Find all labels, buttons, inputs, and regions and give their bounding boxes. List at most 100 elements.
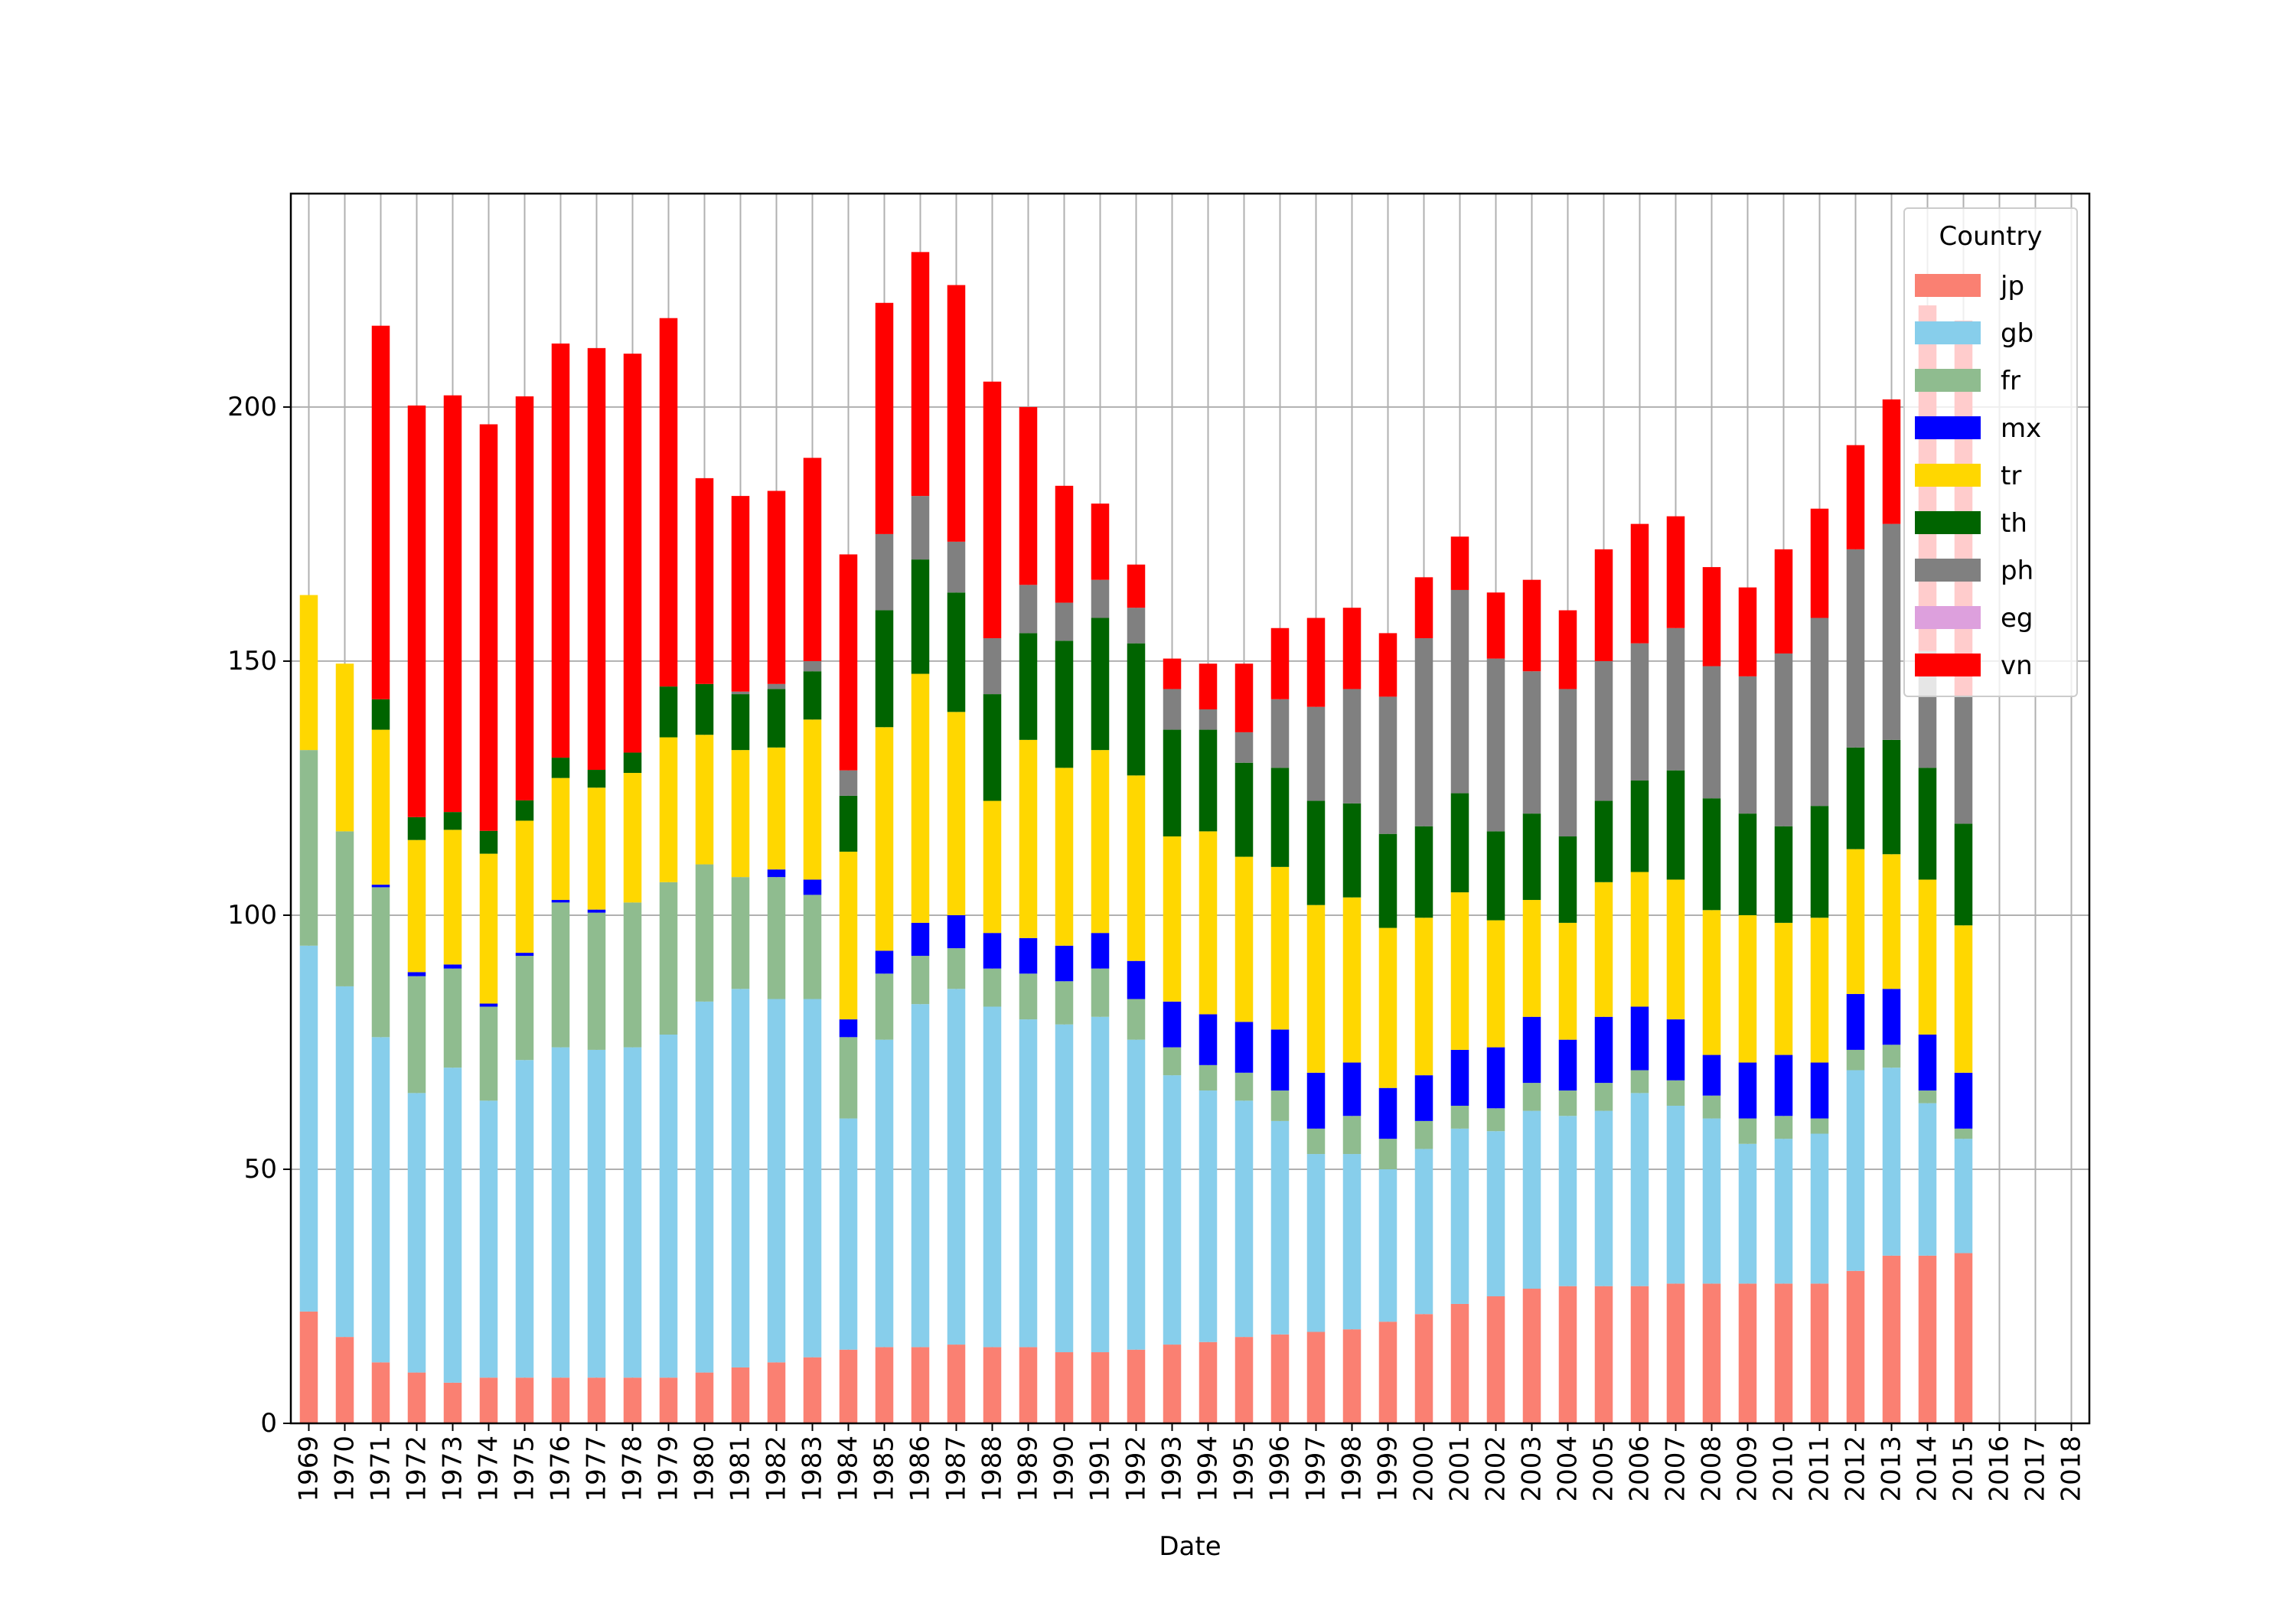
bar-segment-th bbox=[1846, 747, 1865, 849]
bar-segment-gb bbox=[1918, 1103, 1937, 1256]
bar-segment-jp bbox=[1846, 1270, 1865, 1423]
bar-segment-mx bbox=[1522, 1016, 1541, 1084]
bar-segment-tr bbox=[1486, 920, 1505, 1048]
bar-segment-fr bbox=[1450, 1105, 1469, 1129]
x-tick-label: 1981 bbox=[726, 1436, 756, 1502]
bar-segment-fr bbox=[1954, 1128, 1973, 1139]
bar-segment-vn bbox=[1450, 536, 1469, 590]
bar-segment-th bbox=[479, 830, 498, 854]
bar-segment-ph bbox=[1270, 699, 1290, 768]
bar-segment-gb bbox=[299, 945, 318, 1312]
bar-segment-fr bbox=[875, 973, 894, 1040]
bar-segment-jp bbox=[1450, 1303, 1469, 1423]
bar-segment-gb bbox=[443, 1068, 462, 1383]
bar-segment-th bbox=[1199, 729, 1218, 832]
bar-segment-gb bbox=[1594, 1110, 1613, 1286]
bar-segment-tr bbox=[947, 712, 966, 915]
bar-segment-th bbox=[1954, 823, 1973, 926]
bar-segment-th bbox=[1091, 618, 1110, 751]
bar-segment-gb bbox=[515, 1060, 534, 1378]
bar-segment-jp bbox=[1234, 1337, 1254, 1423]
x-tick-label: 1985 bbox=[869, 1436, 900, 1502]
x-tick-label: 1977 bbox=[582, 1436, 612, 1502]
bar-segment-th bbox=[767, 689, 786, 748]
bar-segment-fr bbox=[1702, 1095, 1721, 1119]
legend-label-fr: fr bbox=[2001, 366, 2020, 396]
bar-segment-gb bbox=[1702, 1118, 1721, 1284]
bar-segment-ph bbox=[1199, 709, 1218, 730]
bar-segment-jp bbox=[1342, 1329, 1362, 1423]
bar-segment-tr bbox=[407, 839, 426, 973]
bar-segment-gb bbox=[1019, 1019, 1038, 1348]
bar-segment-fr bbox=[1055, 981, 1074, 1025]
bar-segment-gb bbox=[1954, 1139, 1973, 1253]
bar-segment-fr bbox=[1414, 1120, 1433, 1149]
x-tick-label: 1970 bbox=[330, 1436, 360, 1502]
bar-segment-tr bbox=[1702, 910, 1721, 1055]
bar-segment-jp bbox=[551, 1377, 570, 1423]
bar-segment-ph bbox=[1558, 689, 1577, 837]
bar-segment-jp bbox=[1954, 1253, 1973, 1423]
bar-segment-vn bbox=[515, 396, 534, 800]
bar-segment-mx bbox=[1414, 1075, 1433, 1121]
bar-segment-mx bbox=[947, 914, 966, 949]
bar-segment-gb bbox=[1163, 1075, 1182, 1345]
x-tick-label: 1990 bbox=[1049, 1436, 1080, 1502]
bar-segment-fr bbox=[1019, 973, 1038, 1020]
bar-segment-vn bbox=[1342, 608, 1362, 689]
bar-segment-th bbox=[1702, 798, 1721, 911]
bar-segment-mx bbox=[1127, 960, 1146, 999]
bar-segment-tr bbox=[731, 750, 750, 878]
bar-segment-fr bbox=[443, 968, 462, 1068]
bar-segment-th bbox=[695, 683, 714, 735]
bar-segment-th bbox=[1378, 833, 1397, 928]
bar-segment-vn bbox=[1234, 663, 1254, 732]
bar-segment-vn bbox=[1630, 523, 1649, 644]
bar-segment-tr bbox=[1810, 918, 1829, 1063]
bar-segment-th bbox=[1414, 826, 1433, 918]
x-tick-label: 1988 bbox=[977, 1436, 1008, 1502]
bar-segment-gb bbox=[1738, 1143, 1757, 1284]
bar-segment-ph bbox=[947, 541, 966, 593]
bar-segment-tr bbox=[1738, 914, 1757, 1063]
bar-segment-tr bbox=[1163, 836, 1182, 1002]
bar-segment-ph bbox=[875, 533, 894, 611]
bar-segment-tr bbox=[623, 773, 642, 903]
bar-segment-jp bbox=[695, 1372, 714, 1423]
bar-segment-vn bbox=[875, 302, 894, 534]
bar-segment-tr bbox=[1199, 831, 1218, 1015]
bar-segment-ph bbox=[1666, 627, 1685, 771]
x-tick-label: 1995 bbox=[1229, 1436, 1260, 1502]
bar-segment-fr bbox=[1918, 1090, 1937, 1103]
bar-segment-fr bbox=[983, 968, 1002, 1007]
bar-segment-ph bbox=[1306, 706, 1326, 801]
legend-swatch-vn bbox=[1915, 654, 1981, 676]
bar-segment-gb bbox=[767, 999, 786, 1363]
bar-segment-th bbox=[659, 686, 678, 738]
bar-segment-tr bbox=[551, 777, 570, 901]
legend-swatch-mx bbox=[1915, 416, 1981, 439]
bar-segment-jp bbox=[1378, 1322, 1397, 1423]
bar-segment-tr bbox=[1019, 739, 1038, 938]
x-tick-label: 1986 bbox=[905, 1436, 936, 1502]
bar-segment-mx bbox=[1091, 933, 1110, 969]
x-tick-label: 1976 bbox=[546, 1436, 576, 1502]
bar-segment-th bbox=[911, 559, 930, 674]
bar-segment-tr bbox=[911, 673, 930, 923]
x-tick-label: 2003 bbox=[1517, 1436, 1548, 1502]
x-tick-label: 1992 bbox=[1121, 1436, 1152, 1502]
bar-segment-mx bbox=[1342, 1062, 1362, 1116]
bar-segment-tr bbox=[1558, 922, 1577, 1040]
bar-segment-jp bbox=[1019, 1347, 1038, 1423]
bar-segment-gb bbox=[1882, 1068, 1901, 1256]
bar-segment-tr bbox=[1630, 872, 1649, 1007]
y-tick-label: 150 bbox=[227, 646, 277, 676]
bar-segment-jp bbox=[1558, 1286, 1577, 1423]
bar-segment-vn bbox=[623, 354, 642, 753]
bar-segment-jp bbox=[911, 1347, 930, 1423]
bar-segment-ph bbox=[1738, 676, 1757, 814]
axis-layer: 1969 1970 1971 1972 1973 1974 1975 1976 1977 1978… bbox=[227, 392, 2086, 1502]
bar-segment-th bbox=[1163, 729, 1182, 837]
bar-segment-vn bbox=[1091, 504, 1110, 580]
bar-segment-fr bbox=[1594, 1083, 1613, 1111]
